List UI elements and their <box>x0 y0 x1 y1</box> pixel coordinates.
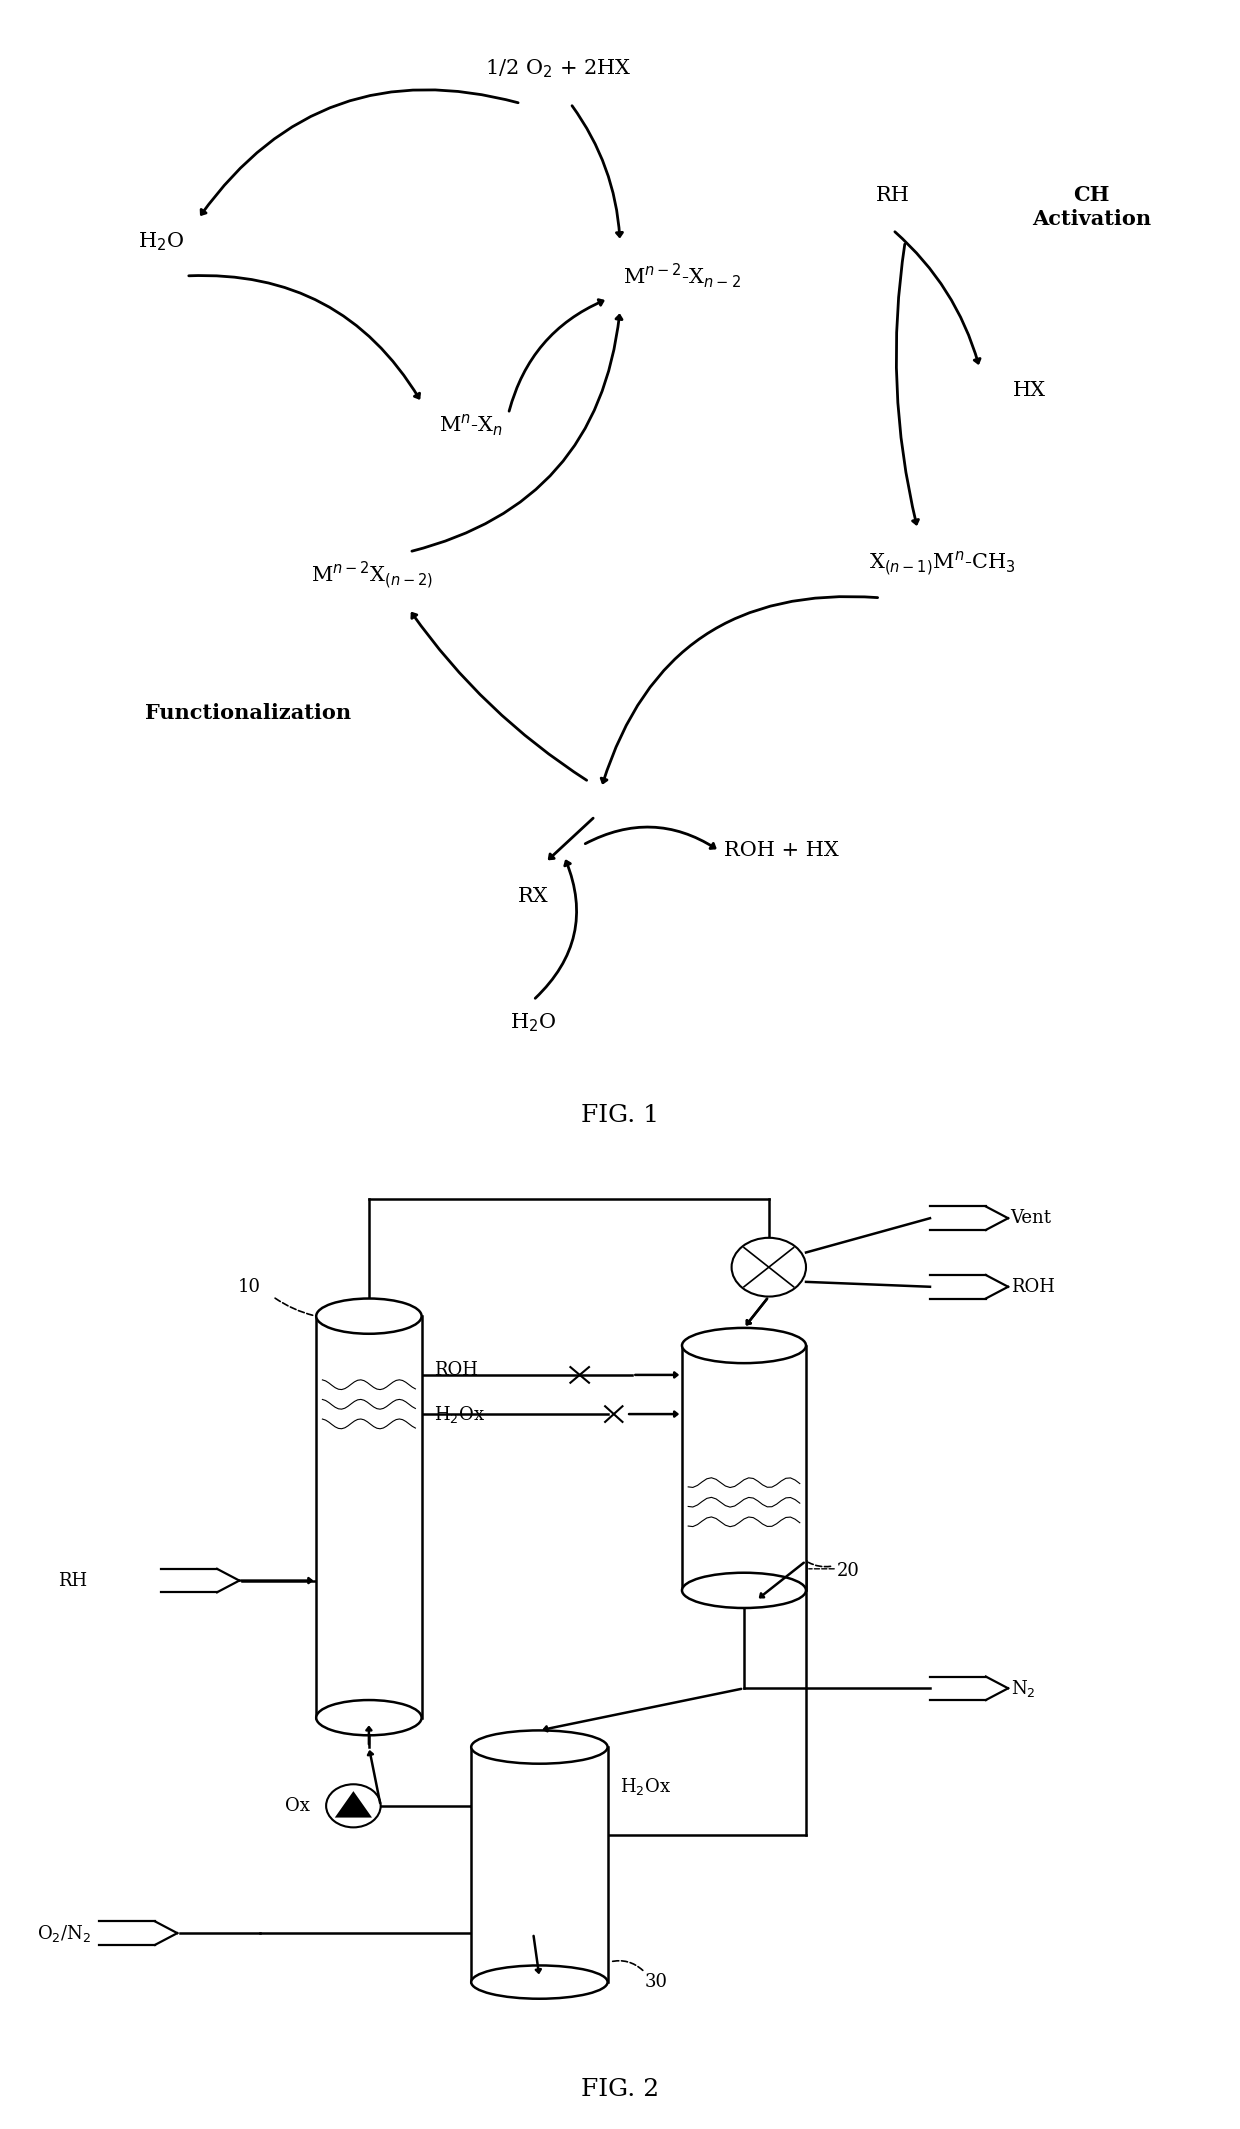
Bar <box>471 1748 608 1982</box>
Text: X$_{(n-1)}$M$^n$-CH$_3$: X$_{(n-1)}$M$^n$-CH$_3$ <box>869 549 1016 577</box>
Ellipse shape <box>316 1299 422 1333</box>
Text: ROH: ROH <box>1011 1277 1054 1297</box>
Ellipse shape <box>471 1731 608 1763</box>
Ellipse shape <box>732 1237 806 1297</box>
Text: CH
Activation: CH Activation <box>1032 185 1151 228</box>
Ellipse shape <box>682 1573 806 1607</box>
Text: N$_2$: N$_2$ <box>1011 1678 1035 1699</box>
Text: Functionalization: Functionalization <box>145 703 351 722</box>
Text: RH: RH <box>58 1571 87 1590</box>
Ellipse shape <box>326 1784 381 1827</box>
Ellipse shape <box>316 1701 422 1735</box>
Polygon shape <box>335 1790 372 1818</box>
Text: RH: RH <box>875 185 910 204</box>
Text: 20: 20 <box>837 1563 859 1580</box>
Text: H$_2$O: H$_2$O <box>510 1011 557 1035</box>
Text: RX: RX <box>518 888 548 907</box>
Text: H$_2$Ox: H$_2$Ox <box>434 1403 485 1424</box>
Text: M$^{n-2}$X$_{(n-2)}$: M$^{n-2}$X$_{(n-2)}$ <box>311 560 433 590</box>
Text: 30: 30 <box>645 1974 668 1991</box>
Text: 1/2 O$_2$ + 2HX: 1/2 O$_2$ + 2HX <box>485 57 631 81</box>
Text: ROH: ROH <box>434 1360 477 1380</box>
Text: FIG. 2: FIG. 2 <box>580 2078 660 2101</box>
Bar <box>682 1346 806 1590</box>
Text: 10: 10 <box>237 1277 260 1297</box>
Text: Vent: Vent <box>1011 1209 1052 1226</box>
Text: H$_2$O: H$_2$O <box>138 230 185 253</box>
Bar <box>316 1316 422 1718</box>
Ellipse shape <box>471 1965 608 1999</box>
Text: H$_2$Ox: H$_2$Ox <box>620 1776 671 1797</box>
Ellipse shape <box>682 1328 806 1363</box>
Text: O$_2$/N$_2$: O$_2$/N$_2$ <box>37 1922 92 1944</box>
Text: ROH + HX: ROH + HX <box>724 841 838 860</box>
Text: M$^n$-X$_n$: M$^n$-X$_n$ <box>439 413 503 439</box>
Text: HX: HX <box>1013 381 1045 400</box>
Text: FIG. 1: FIG. 1 <box>582 1103 658 1126</box>
Text: M$^{n-2}$-X$_{n-2}$: M$^{n-2}$-X$_{n-2}$ <box>622 262 742 290</box>
Text: Ox: Ox <box>285 1797 310 1814</box>
